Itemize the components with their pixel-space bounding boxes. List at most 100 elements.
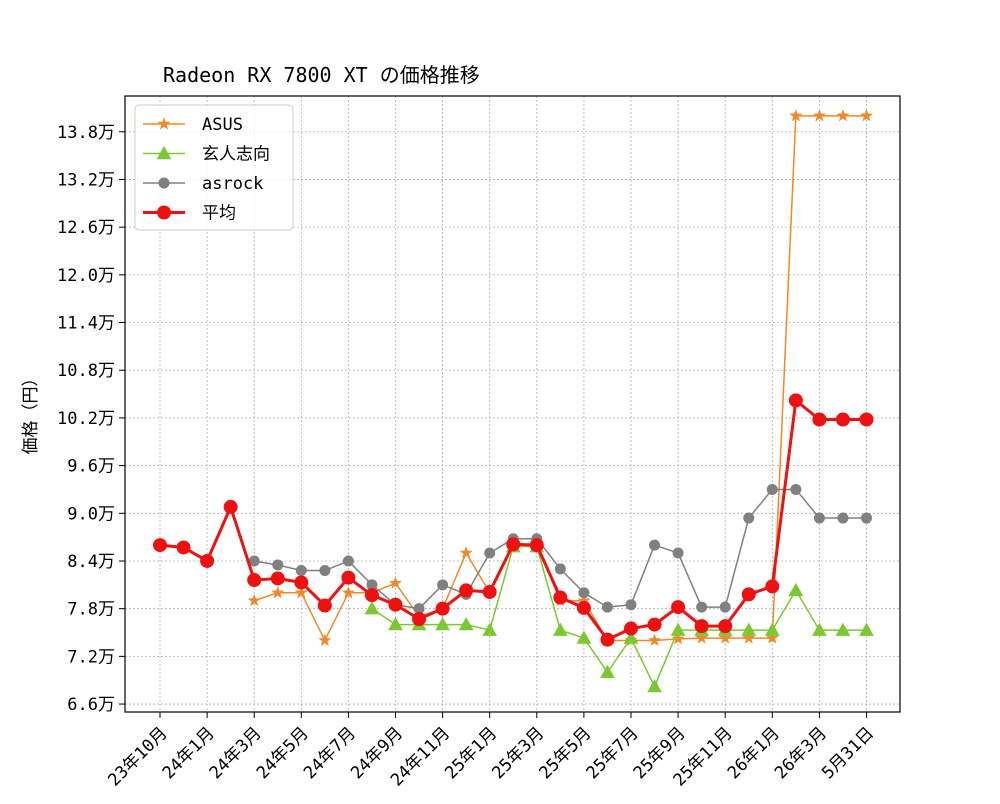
y-tick-label: 7.8万	[67, 600, 115, 620]
y-tick-label: 8.4万	[67, 552, 115, 572]
series-lines	[153, 108, 874, 693]
data-point	[270, 571, 285, 586]
data-point	[623, 630, 639, 644]
y-tick-label: 12.6万	[57, 218, 115, 238]
data-point	[672, 547, 684, 559]
data-point	[341, 570, 356, 585]
data-point	[482, 622, 498, 636]
data-point	[812, 108, 827, 122]
data-point	[458, 617, 474, 631]
data-point	[788, 393, 803, 408]
x-tick-label: 23年10月	[104, 723, 171, 790]
data-point	[388, 576, 403, 589]
data-point	[317, 598, 332, 613]
legend-marker	[156, 145, 172, 160]
data-point	[223, 499, 238, 514]
data-point	[600, 664, 615, 678]
data-point	[578, 587, 590, 599]
data-point	[743, 512, 755, 524]
y-tick-label: 10.2万	[57, 409, 115, 429]
y-tick-label: 10.8万	[57, 361, 115, 381]
y-tick-label: 9.0万	[67, 504, 115, 524]
legend-item: ASUS	[143, 115, 243, 135]
data-point	[576, 630, 592, 644]
chart-title: Radeon RX 7800 XT の価格推移	[163, 63, 480, 87]
data-point	[625, 599, 637, 611]
data-point	[200, 553, 215, 568]
data-point	[529, 538, 544, 553]
data-point	[647, 679, 662, 693]
series-3	[153, 393, 874, 647]
legend-label: asrock	[202, 174, 263, 194]
data-point	[694, 619, 709, 634]
data-point	[624, 621, 638, 636]
data-point	[388, 597, 403, 612]
data-point	[859, 108, 874, 122]
legend-marker	[157, 116, 171, 130]
data-point	[741, 622, 757, 636]
data-point	[600, 632, 615, 647]
data-point	[272, 559, 284, 571]
data-point	[694, 631, 709, 644]
data-point	[836, 108, 850, 122]
legend-item: 平均	[143, 204, 236, 224]
data-point	[670, 622, 686, 636]
data-point	[295, 565, 307, 577]
data-point	[741, 587, 756, 602]
legend-item: asrock	[143, 174, 263, 194]
series-line	[371, 545, 867, 688]
data-point	[718, 619, 733, 634]
data-point	[247, 573, 262, 588]
data-point	[482, 584, 497, 599]
legend-label: 玄人志向	[202, 145, 270, 165]
data-point	[790, 483, 802, 495]
legend: ASUS 玄人志向 asrock 平均	[134, 104, 294, 231]
data-point	[294, 585, 308, 599]
data-point	[459, 546, 473, 559]
data-point	[435, 617, 450, 631]
data-point	[484, 547, 496, 559]
data-point	[696, 601, 708, 613]
data-point	[789, 108, 803, 122]
data-point	[576, 600, 591, 615]
legend-item: 玄人志向	[143, 145, 270, 165]
data-point	[647, 633, 662, 647]
data-point	[601, 601, 613, 613]
y-tick-label: 12.0万	[57, 266, 115, 286]
axes	[124, 95, 901, 713]
y-tick-label: 7.2万	[67, 647, 115, 667]
data-point	[294, 575, 309, 590]
data-point	[764, 622, 780, 636]
y-tick-label: 13.2万	[57, 170, 115, 190]
legend-marker	[158, 177, 170, 189]
data-point	[837, 512, 849, 524]
data-point	[319, 565, 331, 577]
data-point	[342, 555, 354, 567]
legend-box	[134, 104, 294, 231]
y-ticks: 6.6万 7.2万 7.8万 8.4万 9.0万 9.6万 10.2万 10.8万 11.4万 1…	[57, 123, 125, 715]
series-line	[159, 398, 867, 642]
data-point	[813, 512, 825, 524]
legend-label: 平均	[202, 204, 236, 224]
data-point	[859, 412, 874, 427]
data-point	[553, 590, 568, 605]
data-point	[835, 412, 850, 427]
data-point	[859, 622, 874, 636]
y-tick-label: 9.6万	[67, 457, 115, 477]
data-point	[812, 622, 827, 636]
data-point	[437, 579, 449, 591]
data-point	[435, 601, 450, 616]
data-point	[788, 582, 804, 597]
data-point	[812, 412, 827, 427]
data-point	[459, 583, 474, 598]
y-tick-label: 11.4万	[57, 314, 115, 334]
plot-frame	[124, 95, 901, 713]
data-point	[671, 631, 685, 645]
legend-marker	[157, 205, 171, 220]
y-tick-label: 6.6万	[67, 695, 115, 715]
data-point	[765, 579, 780, 594]
data-point	[718, 631, 732, 644]
data-point	[412, 612, 427, 627]
data-point	[835, 622, 851, 636]
